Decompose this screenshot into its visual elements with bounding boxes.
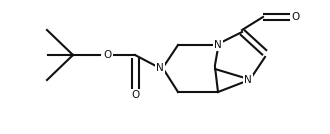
Text: O: O [291,12,299,22]
Text: N: N [214,40,222,50]
Text: O: O [104,50,112,60]
Text: O: O [131,90,139,100]
Text: N: N [156,63,164,73]
Text: N: N [244,75,252,85]
